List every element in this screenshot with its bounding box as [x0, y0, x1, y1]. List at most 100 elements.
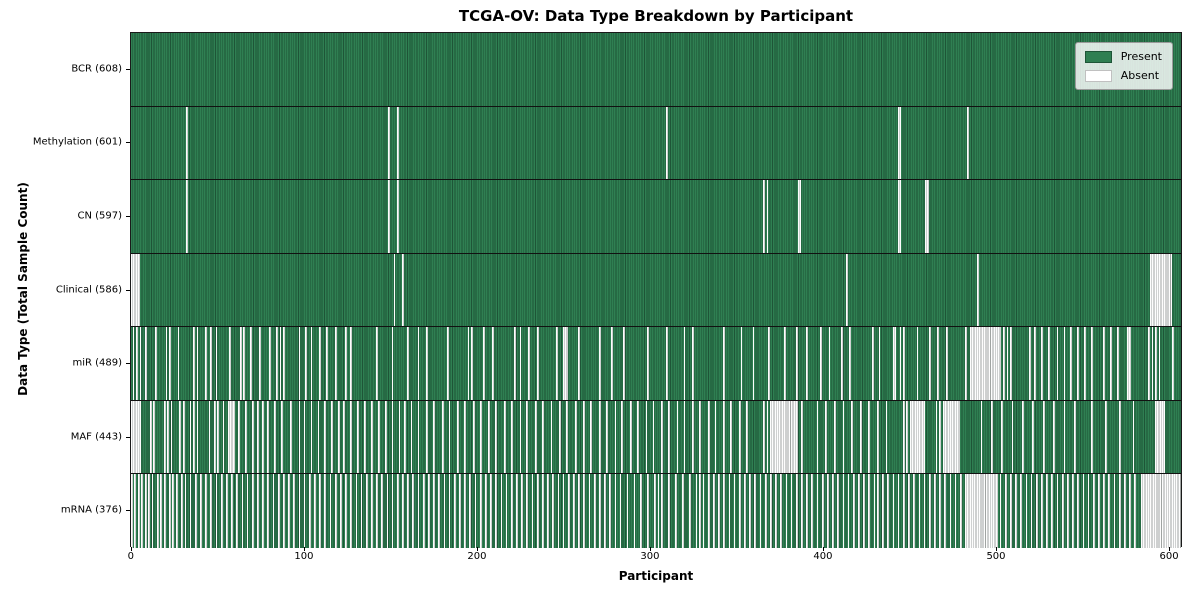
- absent-cells: [350, 400, 353, 474]
- absent-cells: [251, 474, 254, 548]
- absent-cells: [878, 327, 881, 400]
- absent-cells: [1103, 474, 1105, 548]
- absent-cells: [1067, 474, 1069, 548]
- absent-cells: [277, 474, 280, 548]
- absent-cells: [939, 474, 941, 548]
- absent-cells: [707, 474, 710, 548]
- absent-cells: [200, 474, 202, 548]
- absent-cells: [892, 474, 895, 548]
- absent-cells: [168, 474, 171, 548]
- absent-cells: [250, 327, 252, 400]
- absent-cells: [391, 474, 394, 548]
- absent-cells: [334, 327, 337, 400]
- absent-cells: [923, 474, 926, 548]
- absent-cells: [797, 180, 802, 253]
- absent-cells: [355, 474, 358, 548]
- absent-cells: [243, 327, 245, 400]
- absent-cells: [1129, 474, 1131, 548]
- absent-cells: [1127, 327, 1131, 400]
- absent-cells: [535, 400, 537, 474]
- absent-cells: [847, 474, 850, 548]
- absent-cells: [966, 106, 969, 180]
- absent-cells: [324, 474, 327, 548]
- xtick-mark: [476, 547, 478, 551]
- absent-cells: [1029, 327, 1031, 400]
- absent-cells: [1148, 327, 1150, 400]
- absent-cells: [562, 327, 568, 400]
- absent-cells: [377, 400, 380, 474]
- absent-cells: [946, 327, 948, 400]
- absent-cells: [510, 474, 513, 548]
- absent-cells: [897, 180, 902, 253]
- absent-cells: [536, 327, 539, 400]
- absent-cells: [516, 474, 518, 548]
- absent-cells: [588, 474, 591, 548]
- absent-cells: [768, 327, 770, 400]
- absent-cells: [1003, 327, 1005, 400]
- absent-cells: [728, 474, 731, 548]
- absent-cells: [858, 474, 860, 548]
- absent-cells: [386, 474, 389, 548]
- absent-cells: [448, 474, 451, 548]
- absent-cells: [806, 327, 808, 400]
- absent-cells: [633, 474, 636, 548]
- absent-cells: [319, 327, 321, 400]
- absent-cells: [668, 474, 670, 548]
- absent-cells: [542, 400, 544, 474]
- absent-cells: [163, 400, 166, 474]
- absent-cells: [766, 400, 769, 474]
- absent-cells: [156, 474, 159, 548]
- absent-cells: [210, 474, 213, 548]
- absent-cells: [403, 400, 406, 474]
- absent-cells: [338, 400, 340, 474]
- absent-cells: [1015, 474, 1017, 548]
- absent-cells: [215, 474, 218, 548]
- absent-cells: [257, 400, 259, 474]
- absent-cells: [780, 474, 783, 548]
- absent-cells: [443, 474, 446, 548]
- absent-cells: [623, 327, 625, 400]
- absent-cells: [298, 327, 301, 400]
- absent-cells: [944, 474, 947, 548]
- absent-cells: [495, 400, 498, 474]
- absent-cells: [723, 327, 726, 400]
- absent-cells: [837, 474, 840, 548]
- absent-cells: [196, 327, 199, 400]
- absent-cells: [723, 400, 726, 474]
- xtick-label-500: 500: [986, 551, 1006, 562]
- absent-cells: [1155, 327, 1157, 400]
- absent-cells: [609, 474, 612, 548]
- heatmap-row-cn: [131, 180, 1181, 254]
- absent-cells: [676, 400, 679, 474]
- heatmap-row-mir: [131, 327, 1181, 401]
- absent-cells: [1108, 474, 1111, 548]
- legend-label-absent: Absent: [1120, 69, 1160, 82]
- absent-cells: [194, 474, 197, 548]
- absent-cells: [1046, 474, 1048, 548]
- absent-cells: [877, 400, 879, 474]
- absent-cells: [148, 474, 150, 548]
- absent-cells: [1063, 400, 1066, 474]
- ytick-label-clinical: Clinical (586): [55, 284, 122, 295]
- absent-cells: [820, 327, 822, 400]
- absent-cells: [661, 474, 663, 548]
- absent-cells: [239, 327, 242, 400]
- xtick-label-200: 200: [467, 551, 487, 562]
- absent-cells: [1063, 327, 1066, 400]
- ytick-label-cn: CN (597): [77, 210, 122, 222]
- absent-cells: [626, 474, 629, 548]
- xtick-label-0: 0: [127, 551, 135, 562]
- absent-cells: [1103, 327, 1105, 400]
- absent-cells: [745, 400, 748, 474]
- absent-cells: [536, 474, 539, 548]
- absent-cells: [402, 474, 404, 548]
- absent-cells: [345, 474, 347, 548]
- absent-cells: [317, 400, 320, 474]
- heatmap-row-bcr: [131, 33, 1181, 107]
- absent-cells: [186, 180, 188, 253]
- absent-cells: [934, 474, 936, 548]
- absent-cells: [231, 474, 233, 548]
- absent-cells: [308, 474, 311, 548]
- absent-cells: [179, 400, 182, 474]
- absent-cells: [593, 474, 596, 548]
